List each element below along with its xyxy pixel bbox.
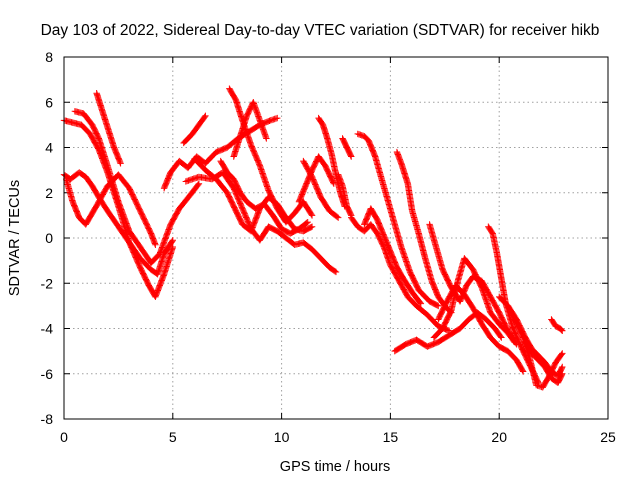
x-tick-label-4: 20 [491, 429, 507, 445]
y-tick-label-6: 4 [45, 140, 53, 156]
grid-lines [64, 57, 608, 419]
x-tick-label-5: 25 [600, 429, 616, 445]
pass-18-marker [444, 327, 452, 334]
x-axis-label: GPS time / hours [280, 459, 390, 475]
pass-02-marker [195, 180, 203, 187]
pass-16-marker [347, 152, 354, 159]
pass-08-marker [331, 267, 339, 275]
data-points [60, 85, 566, 391]
pass-07-marker [202, 112, 209, 120]
y-tick-label-8: 8 [45, 49, 53, 65]
pass-08-marker [332, 268, 340, 276]
y-tick-label-0: -8 [41, 411, 54, 427]
y-axis-label: SDTVAR / TECUs [7, 180, 23, 296]
pass-05-marker [117, 160, 124, 167]
pass-16-marker [348, 153, 355, 160]
pass-02-marker [194, 181, 202, 188]
pass-17-marker [347, 211, 354, 218]
x-tick-label-1: 5 [169, 429, 177, 445]
pass-20-marker [416, 299, 424, 306]
y-tick-label-4: 0 [45, 230, 53, 246]
x-tick-label-2: 10 [274, 429, 290, 445]
x-tick-label-0: 0 [60, 429, 68, 445]
y-tick-label-5: 2 [45, 185, 53, 201]
pass-07-marker [201, 113, 208, 121]
pass-06-marker [274, 114, 281, 122]
pass-11-marker [308, 211, 315, 218]
pass-09-marker [307, 224, 315, 231]
pass-12-marker [263, 135, 270, 142]
pass-04-marker [152, 241, 159, 248]
pass-09-marker [308, 223, 316, 230]
x-tick-label-3: 15 [383, 429, 399, 445]
pass-19-marker [435, 302, 442, 310]
axis-ticks: 0 5 10 15 20 25 -8 -6 -4 -2 0 2 4 6 8 [41, 49, 616, 445]
y-tick-label-1: -6 [41, 366, 54, 382]
pass-14-marker [333, 213, 341, 220]
y-tick-label-3: -2 [41, 275, 54, 291]
pass-03-marker [169, 237, 176, 244]
pass-05-marker [116, 158, 124, 166]
y-tick-label-7: 6 [45, 94, 53, 110]
pass-20-marker [417, 300, 425, 307]
y-tick-label-2: -4 [41, 321, 54, 337]
pass-19-marker [433, 302, 441, 309]
pass-10-marker [304, 218, 311, 226]
pass-11-marker [308, 212, 316, 219]
pass-14-marker [334, 214, 342, 221]
chart-title: Day 103 of 2022, Sidereal Day-to-day VTE… [41, 22, 600, 39]
pass-03-marker [168, 238, 176, 245]
pass-10-marker [303, 219, 310, 227]
